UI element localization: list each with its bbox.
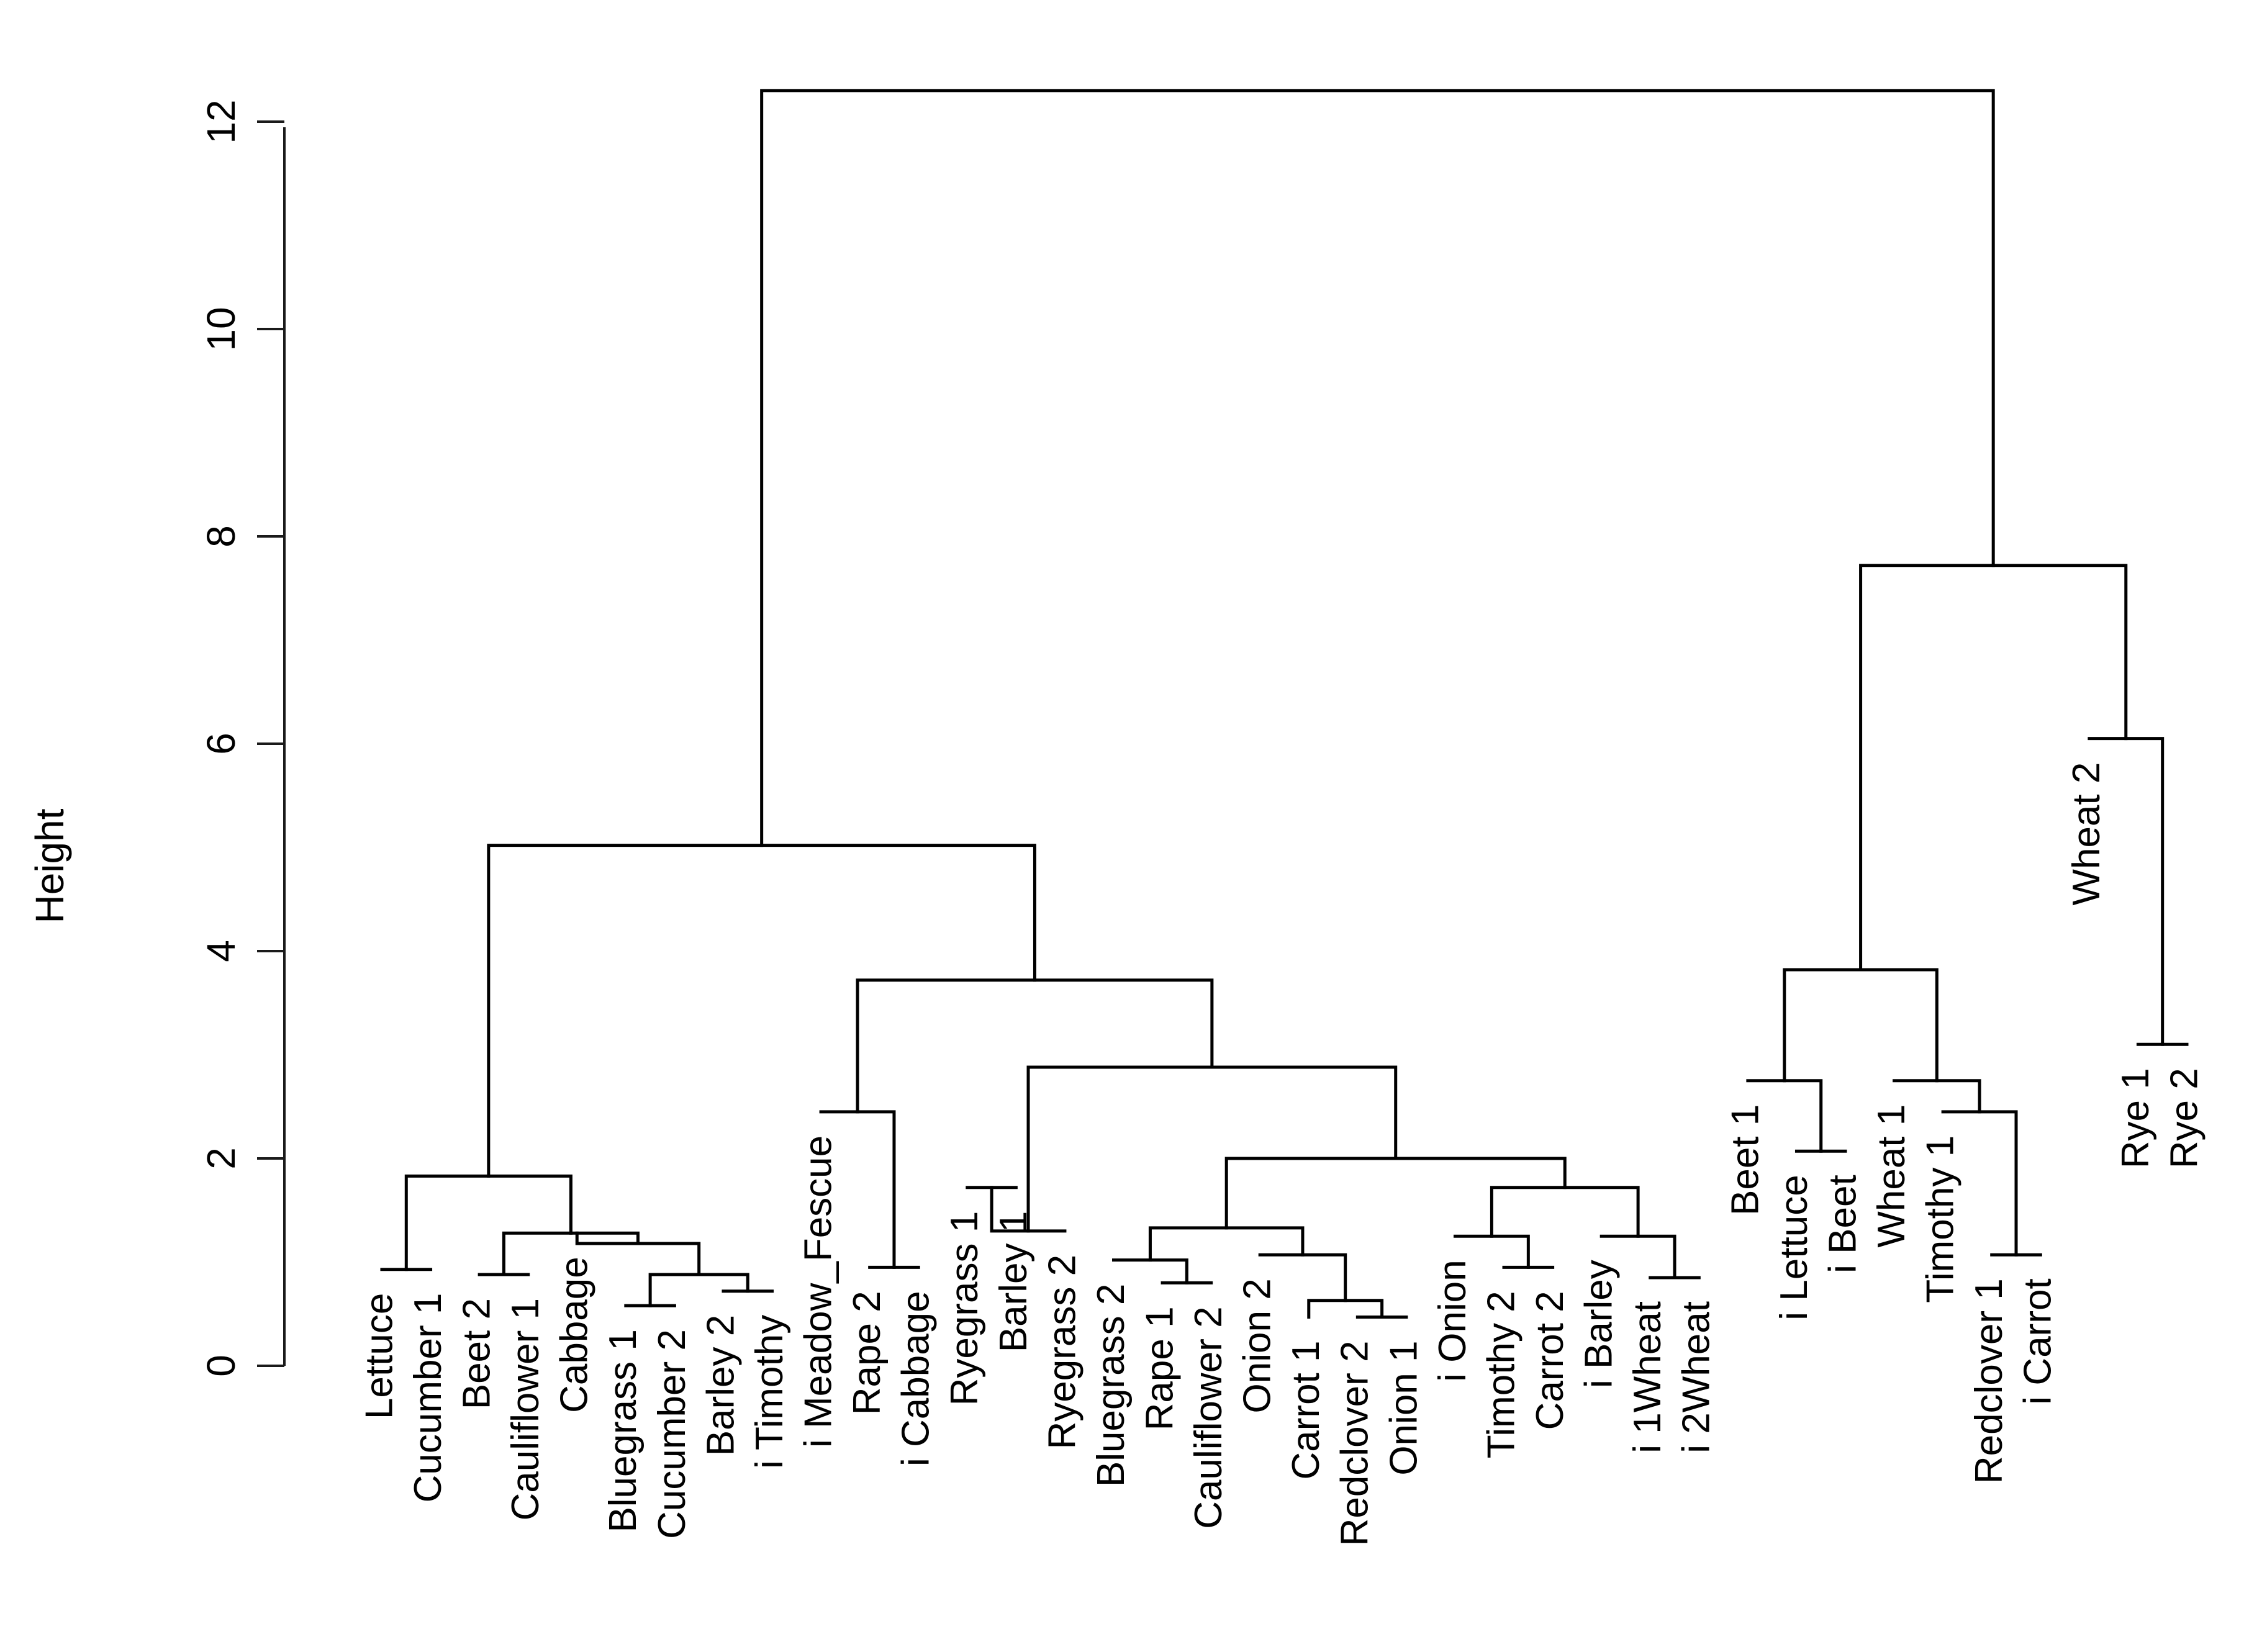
leaf-label: Timothy 2 [1480, 1291, 1522, 1458]
leaf-label: Rye 2 [2163, 1068, 2206, 1168]
merge-link [404, 1174, 572, 1271]
y-tick-label: 8 [199, 525, 243, 548]
merge-link [856, 978, 1214, 1114]
leaf-label: i Beet [1821, 1175, 1864, 1273]
merge-link [1258, 1253, 1347, 1302]
leaf-label: i Carrot [2017, 1278, 2060, 1404]
y-tick-label: 6 [199, 733, 243, 755]
leaf-label: Carrot 1 [1285, 1341, 1328, 1480]
leaf-label: Rape 1 [1138, 1306, 1181, 1430]
merge-link [1112, 1258, 1188, 1284]
leaf-label: Rye 1 [2114, 1068, 2157, 1168]
leaf-label: Barley 2 [699, 1315, 742, 1456]
merge-link [760, 89, 1995, 847]
leaf-label: Carrot 2 [1529, 1291, 1572, 1430]
merge-link [1941, 1110, 2018, 1257]
merge-link [1893, 1079, 1981, 1114]
leaf-label: Lettuce [358, 1293, 400, 1419]
leaf-labels: Lettuce Cucumber 1 Beet 2 Cauliflower 1 Cabb… [358, 762, 2206, 1546]
leaf-label: Cauliflower 1 [504, 1298, 547, 1520]
y-axis-ticks: 0 2 4 6 8 10 12 [199, 99, 284, 1377]
leaf-label: Cucumber 1 [407, 1293, 450, 1503]
leaf-label: Rape 2 [846, 1291, 889, 1415]
leaf-label: Bluegrass 1 [602, 1329, 645, 1532]
leaf-label: Redclover 2 [1334, 1341, 1377, 1546]
y-axis: 0 2 4 6 8 10 12 [199, 99, 286, 1377]
merge-link [819, 1110, 896, 1269]
merge-link [1453, 1234, 1530, 1269]
leaf-label: i Cabbage [895, 1291, 938, 1466]
y-tick-label: 4 [199, 940, 243, 962]
leaf-label: Redclover 1 [1968, 1278, 2011, 1484]
merge-link [1307, 1299, 1384, 1319]
leaf-label: Onion 2 [1236, 1278, 1279, 1413]
leaf-label: Cabbage [553, 1257, 596, 1413]
y-tick-label: 12 [199, 99, 243, 143]
merge-link [1224, 1157, 1567, 1230]
leaf-label: Wheat 1 [1870, 1104, 1913, 1248]
leaf-label: Beet 2 [456, 1298, 499, 1409]
merge-link [1490, 1186, 1640, 1238]
leaf-label: i Meadow_Fescue [797, 1135, 839, 1448]
y-axis-title: Height [27, 808, 72, 923]
merge-link [1783, 968, 1939, 1083]
leaf-label: Bluegrass 2 [1090, 1284, 1133, 1487]
leaf-label: i Onion [1431, 1260, 1474, 1381]
leaf-label: Cucumber 2 [651, 1329, 694, 1539]
merge-link [1599, 1234, 1676, 1280]
y-tick-label: 2 [199, 1147, 243, 1170]
dendrogram-links [380, 89, 2189, 1319]
merge-link [990, 1186, 1067, 1233]
leaf-label: i Barley [1578, 1260, 1621, 1388]
leaf-label: Wheat 2 [2065, 762, 2108, 906]
leaf-label: Ryegrass 2 [1041, 1255, 1084, 1450]
merge-link [487, 844, 1036, 1178]
leaf-label: Barley 1 [992, 1211, 1035, 1352]
leaf-label: i Timothy [748, 1315, 791, 1469]
leaf-label: i Lettuce [1773, 1175, 1816, 1320]
y-tick-label: 10 [199, 307, 243, 351]
merge-link [1026, 1065, 1398, 1233]
leaf-label: i 2Wheat [1675, 1301, 1718, 1453]
leaf-label: Onion 1 [1382, 1341, 1425, 1476]
leaf-label: Beet 1 [1724, 1104, 1767, 1216]
leaf-label: Ryegrass 1 [943, 1211, 986, 1406]
merge-link [2088, 737, 2165, 1046]
leaf-label: Timothy 1 [1919, 1135, 1962, 1303]
leaf-label: i 1Wheat [1626, 1301, 1669, 1453]
merge-link [1746, 1079, 1823, 1153]
leaf-label: Cauliflower 2 [1187, 1306, 1230, 1528]
y-tick-label: 0 [199, 1355, 243, 1377]
